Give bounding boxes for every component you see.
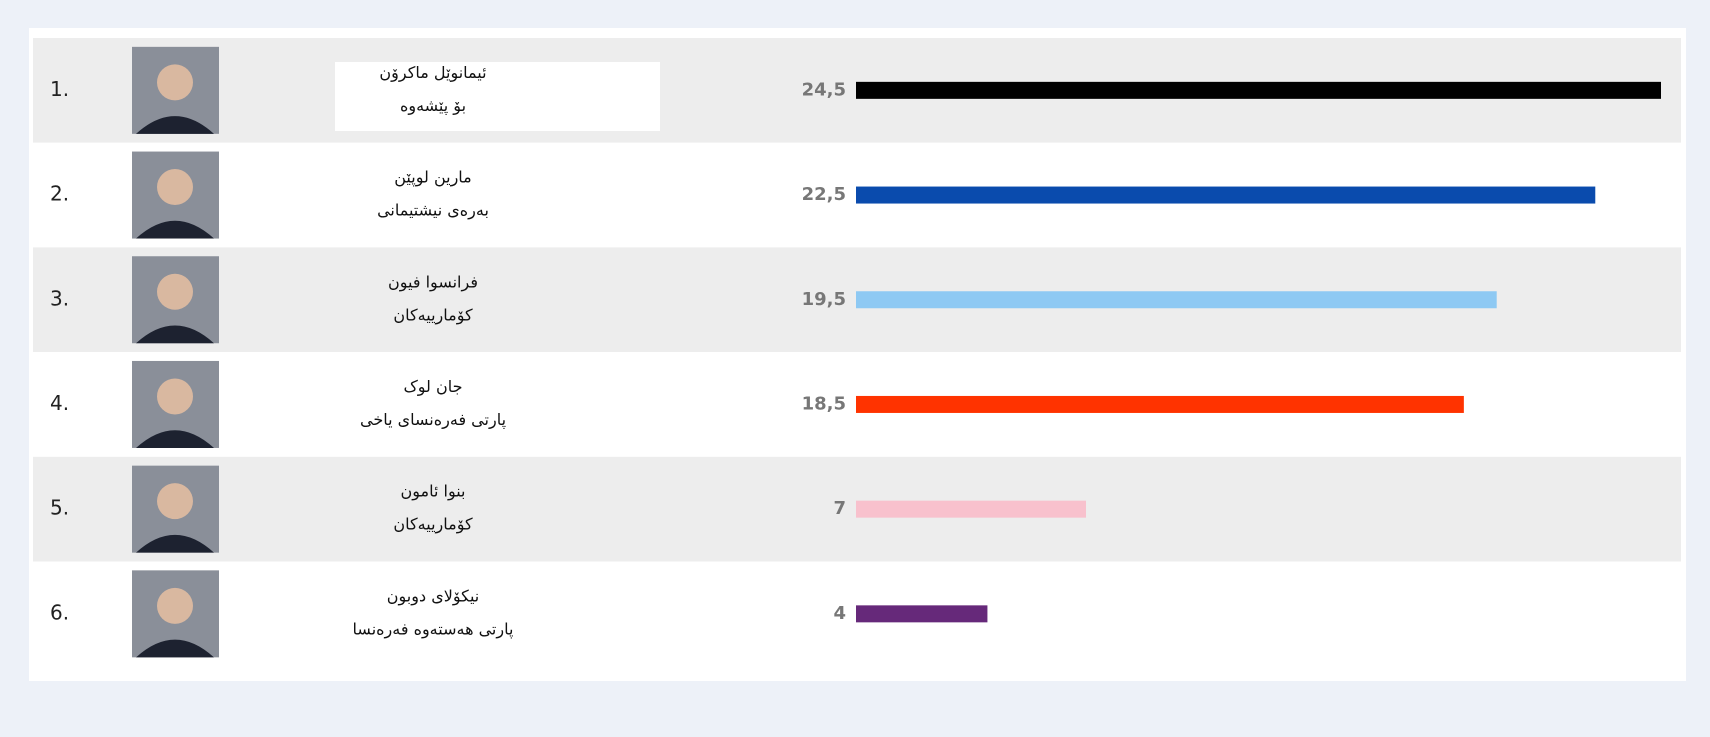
bar <box>856 500 1086 518</box>
name-box <box>335 62 660 131</box>
photo-head <box>157 587 193 624</box>
photo-body <box>136 116 214 134</box>
photo-body <box>136 220 214 239</box>
value-label: 7 <box>833 498 846 519</box>
candidate-name: فرانسوا فیون <box>388 272 478 292</box>
photo-head <box>157 169 193 206</box>
party-name: پارتی فەرەنسای یاخی <box>360 410 506 430</box>
party-name: پارتی هەستەوە فەرەنسا <box>353 619 514 639</box>
party-name: کۆمارییەکان <box>393 305 473 325</box>
candidate-name: نیکۆلای دوبون <box>387 586 479 606</box>
photo-head <box>157 64 193 101</box>
candidate-name: جان لوک <box>403 377 462 397</box>
value-label: 4 <box>833 603 846 624</box>
value-label: 18,5 <box>802 393 846 414</box>
photo-head <box>157 483 193 520</box>
photo-head <box>157 273 193 310</box>
photo-body <box>136 639 214 658</box>
party-name: بۆ پێشەوە <box>400 96 466 116</box>
bar <box>856 186 1596 204</box>
rank: 1. <box>50 77 69 101</box>
photo-body <box>136 534 214 553</box>
party-name: بەرەی نیشتیمانی <box>377 201 489 221</box>
rank: 4. <box>50 391 69 415</box>
bar <box>856 291 1497 309</box>
value-label: 19,5 <box>802 289 846 310</box>
rank: 3. <box>50 286 69 310</box>
photo-body <box>136 430 214 448</box>
bar <box>856 395 1464 413</box>
candidate-name: بنوا ئامون <box>401 482 466 502</box>
photo-head <box>157 378 193 415</box>
rank: 5. <box>50 496 69 520</box>
value-label: 22,5 <box>802 184 846 205</box>
candidate-name: مارین لوپێن <box>394 168 472 188</box>
value-label: 24,5 <box>802 79 846 100</box>
rank: 6. <box>50 600 69 624</box>
photo-body <box>136 325 214 344</box>
bar <box>856 605 988 623</box>
candidate-name: ئیمانوێل ماکرۆن <box>379 63 486 83</box>
rank: 2. <box>50 182 69 206</box>
party-name: کۆمارییەکان <box>393 515 473 535</box>
bar <box>856 81 1661 99</box>
